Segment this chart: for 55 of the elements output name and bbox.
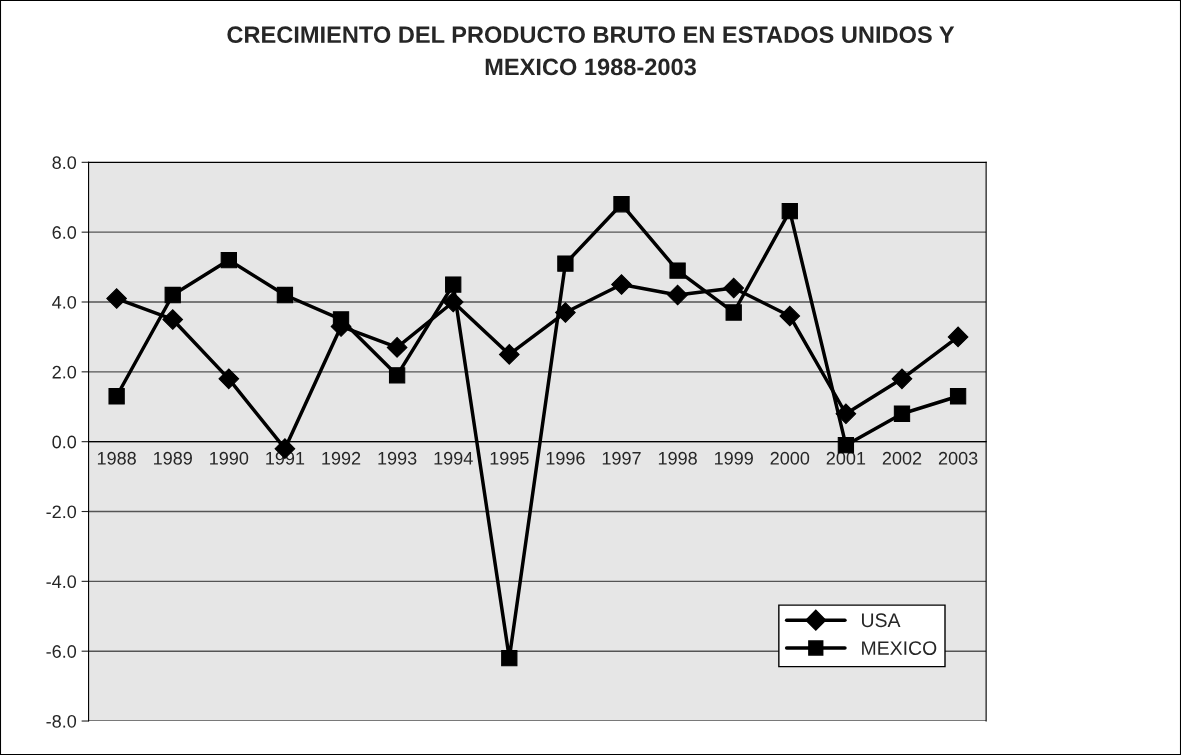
point <box>218 368 240 390</box>
x-tick-label: 2000 <box>770 451 810 465</box>
point <box>164 286 181 304</box>
point <box>779 305 801 327</box>
point <box>501 650 518 667</box>
x-tick-label: 1996 <box>546 451 585 465</box>
legend-label: MEXICO <box>862 641 937 655</box>
x-tick-label: 2003 <box>938 451 978 465</box>
point <box>947 326 969 348</box>
y-tick-label: 8.0 <box>52 156 77 170</box>
x-tick-label: 1995 <box>490 451 529 465</box>
point <box>162 309 184 330</box>
x-tick-label: 1990 <box>210 451 249 465</box>
y-tick-label: -6.0 <box>46 645 77 658</box>
legend-label: USA <box>862 613 901 628</box>
point <box>613 196 630 213</box>
point <box>725 304 742 321</box>
chart-title: CRECIMIENTO DEL PRODUCTO BRUTO EN ESTADOS UNIDOS Y MEXICO 1988-2003 <box>227 26 955 76</box>
y-tick-label: -4.0 <box>46 575 77 589</box>
x-tick-label: 2002 <box>882 451 922 465</box>
point <box>555 302 576 323</box>
x-tick-label: 1992 <box>322 451 361 465</box>
y-tick-label: 0.0 <box>52 435 77 449</box>
point <box>667 284 688 306</box>
x-tick-label: 1993 <box>378 451 417 465</box>
point <box>498 344 520 365</box>
point <box>108 388 125 405</box>
point <box>442 291 464 313</box>
x-tick-label: 1998 <box>658 451 697 465</box>
point <box>781 203 798 220</box>
point <box>611 274 632 295</box>
x-tick-label: 1989 <box>154 451 192 465</box>
y-tick-label: 4.0 <box>52 295 77 309</box>
point <box>388 367 406 384</box>
x-tick-label: 1994 <box>434 451 473 465</box>
y-tick-label: -8.0 <box>46 714 77 728</box>
point <box>723 277 745 299</box>
y-tick-label: -2.0 <box>46 505 77 519</box>
point <box>893 405 911 422</box>
x-tick-label: 1997 <box>602 451 641 465</box>
y-tick-label: 6.0 <box>52 226 77 239</box>
point <box>557 255 574 272</box>
point <box>106 288 127 309</box>
x-tick-label: 1988 <box>97 451 136 465</box>
point <box>949 388 967 405</box>
point <box>220 251 237 269</box>
x-tick-label: 2001 <box>826 451 866 465</box>
point <box>445 276 462 293</box>
point <box>891 368 913 390</box>
y-tick-label: 2.0 <box>52 365 77 379</box>
point <box>386 337 408 358</box>
point <box>835 403 857 425</box>
point <box>276 286 294 304</box>
point <box>669 262 686 279</box>
x-tick-label: 1999 <box>714 451 753 465</box>
